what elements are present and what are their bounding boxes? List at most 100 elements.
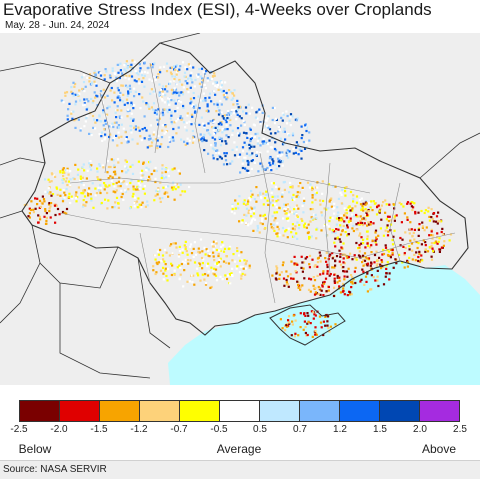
esi-pixel	[159, 269, 163, 272]
esi-pixel	[439, 248, 442, 251]
esi-pixel	[376, 206, 379, 209]
esi-pixel	[303, 313, 306, 316]
esi-pixel	[311, 188, 314, 192]
esi-pixel	[242, 202, 245, 205]
esi-pixel	[333, 277, 336, 280]
esi-pixel	[156, 147, 159, 150]
esi-pixel	[283, 284, 286, 287]
esi-pixel	[127, 108, 130, 111]
esi-pixel	[311, 194, 314, 197]
esi-pixel	[112, 170, 116, 174]
esi-pixel	[116, 144, 119, 147]
esi-pixel	[199, 75, 203, 78]
esi-pixel	[214, 126, 217, 129]
esi-pixel	[289, 113, 293, 116]
esi-pixel	[111, 69, 114, 73]
esi-pixel	[184, 246, 187, 249]
esi-pixel	[246, 136, 249, 139]
esi-pixel	[204, 282, 208, 285]
esi-pixel	[135, 200, 139, 203]
esi-pixel	[259, 122, 262, 125]
esi-pixel	[219, 156, 222, 159]
esi-pixel	[319, 321, 323, 324]
esi-pixel	[427, 206, 430, 209]
esi-pixel	[170, 73, 173, 76]
esi-pixel	[141, 201, 144, 204]
esi-pixel	[305, 141, 308, 144]
esi-pixel	[175, 83, 178, 86]
esi-pixel	[124, 76, 127, 79]
esi-pixel	[252, 217, 255, 220]
esi-pixel	[166, 267, 170, 271]
esi-pixel	[420, 254, 423, 257]
esi-pixel	[215, 151, 218, 154]
esi-pixel	[111, 99, 114, 102]
esi-pixel	[184, 80, 187, 83]
esi-pixel	[231, 208, 234, 211]
esi-pixel	[210, 285, 213, 289]
esi-pixel	[96, 71, 99, 74]
esi-pixel	[225, 98, 228, 101]
esi-pixel	[78, 89, 81, 92]
esi-pixel	[205, 248, 208, 251]
esi-pixel	[88, 162, 91, 165]
esi-pixel	[28, 212, 31, 215]
esi-pixel	[351, 213, 354, 216]
esi-pixel	[92, 206, 95, 209]
esi-pixel	[238, 132, 241, 135]
esi-pixel	[74, 103, 77, 106]
esi-pixel	[322, 272, 325, 275]
esi-pixel	[344, 227, 347, 230]
esi-pixel	[212, 157, 215, 160]
esi-pixel	[384, 229, 387, 232]
esi-pixel	[162, 65, 166, 68]
esi-pixel	[355, 201, 359, 204]
esi-pixel	[253, 145, 256, 148]
esi-pixel	[268, 139, 271, 142]
esi-pixel	[351, 207, 354, 210]
esi-pixel	[67, 108, 70, 111]
esi-pixel	[227, 274, 230, 277]
esi-pixel	[329, 216, 332, 219]
esi-pixel	[168, 139, 171, 142]
esi-pixel	[85, 177, 88, 180]
esi-pixel	[287, 206, 290, 209]
esi-pixel	[113, 121, 116, 124]
esi-pixel	[222, 244, 225, 247]
esi-pixel	[61, 210, 65, 214]
esi-pixel	[259, 222, 262, 225]
esi-pixel	[80, 192, 83, 195]
esi-pixel	[125, 136, 128, 139]
esi-pixel	[320, 229, 323, 232]
esi-pixel	[160, 176, 163, 180]
esi-pixel	[149, 92, 152, 95]
esi-pixel	[418, 250, 421, 253]
esi-pixel	[115, 121, 118, 124]
esi-pixel	[432, 250, 435, 253]
esi-pixel	[384, 246, 388, 249]
esi-pixel	[143, 137, 146, 140]
esi-pixel	[315, 237, 318, 240]
esi-pixel	[130, 131, 133, 134]
esi-pixel	[213, 90, 216, 93]
esi-pixel	[311, 335, 314, 338]
esi-pixel	[438, 237, 441, 240]
esi-pixel	[273, 219, 276, 222]
esi-pixel	[442, 244, 445, 247]
esi-pixel	[263, 213, 266, 216]
esi-pixel	[220, 157, 223, 160]
esi-pixel	[62, 170, 65, 173]
esi-pixel	[203, 246, 206, 249]
esi-pixel	[406, 202, 409, 205]
esi-pixel	[265, 119, 268, 122]
esi-pixel	[94, 194, 97, 197]
esi-pixel	[133, 60, 136, 63]
esi-pixel	[94, 75, 97, 78]
esi-pixel	[74, 193, 77, 196]
esi-pixel	[247, 135, 250, 138]
esi-pixel	[251, 152, 254, 155]
esi-pixel	[107, 177, 110, 180]
esi-pixel	[406, 218, 409, 221]
esi-pixel	[142, 178, 145, 181]
esi-pixel	[231, 108, 234, 112]
